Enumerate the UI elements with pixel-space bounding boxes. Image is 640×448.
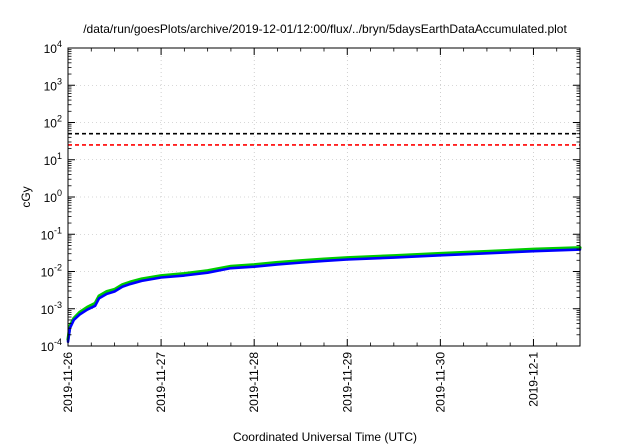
y-tick-label: 10-1 — [41, 225, 62, 242]
y-tick-label: 10-4 — [41, 337, 62, 354]
y-tick-label: 103 — [44, 76, 62, 93]
y-tick-label: 100 — [44, 188, 62, 205]
chart-title: /data/run/goesPlots/archive/2019-12-01/1… — [83, 22, 567, 36]
x-tick-label: 2019-11-28 — [247, 352, 261, 413]
y-tick-label: 104 — [44, 39, 62, 56]
x-tick-label: 2019-11-27 — [154, 352, 168, 413]
x-tick-label: 2019-11-29 — [340, 352, 354, 413]
series-line-1 — [66, 248, 582, 344]
tick-layer — [67, 47, 581, 347]
y-tick-label: 101 — [44, 151, 62, 168]
x-axis-label: Coordinated Universal Time (UTC) — [233, 430, 417, 444]
grid-layer — [68, 48, 580, 346]
y-tick-labels: 10-4 10-3 10-2 10-1 100 101 102 103 104 — [41, 39, 62, 354]
y-axis-label: cGy — [19, 186, 33, 207]
x-tick-labels: 2019-11-26 2019-11-27 2019-11-28 2019-11-29… — [61, 352, 540, 413]
threshold-layer — [68, 132, 580, 146]
y-tick-label: 10-2 — [41, 263, 62, 280]
x-tick-label: 2019-12-1 — [526, 352, 540, 407]
y-tick-label: 102 — [44, 114, 62, 131]
series-layer — [66, 246, 582, 344]
x-tick-label: 2019-11-26 — [61, 352, 75, 413]
series-line-0 — [66, 246, 582, 342]
y-tick-label: 10-3 — [41, 300, 62, 317]
x-tick-label: 2019-11-30 — [433, 352, 447, 413]
